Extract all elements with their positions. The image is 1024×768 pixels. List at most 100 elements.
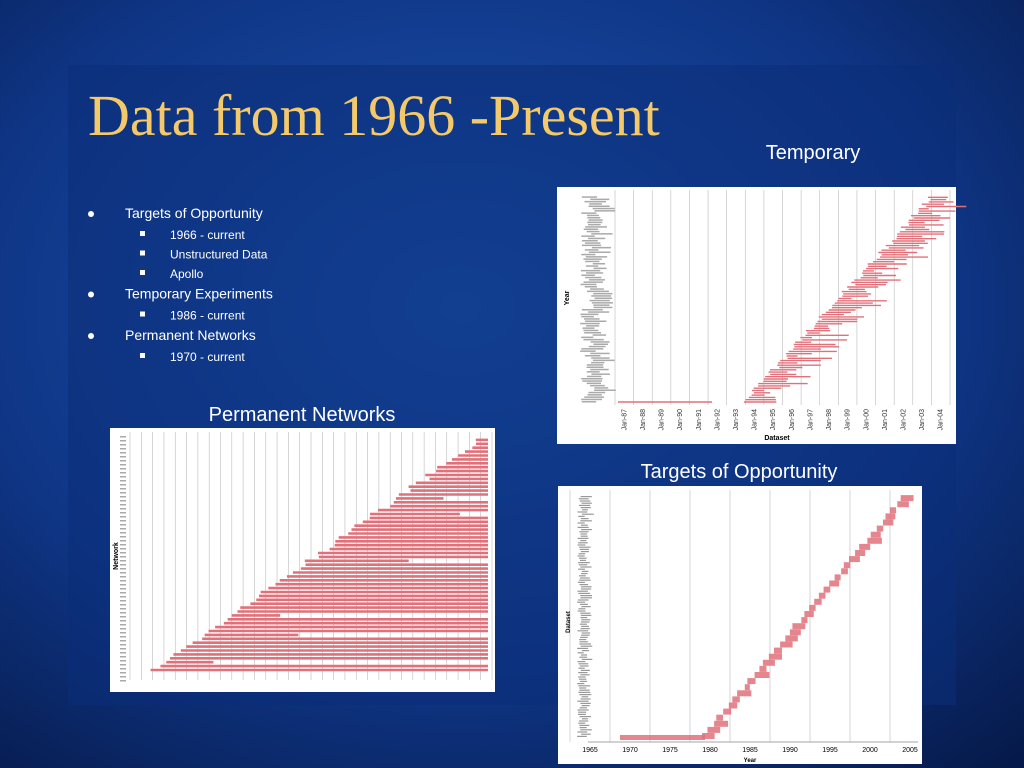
row-label-decoration xyxy=(120,440,126,442)
row-label-decoration xyxy=(585,242,601,244)
row-label-decoration xyxy=(581,586,592,588)
row-label-decoration xyxy=(580,535,588,537)
bar-decoration xyxy=(889,507,897,514)
bar-decoration xyxy=(876,525,884,532)
row-label-decoration xyxy=(577,581,585,583)
row-label-decoration xyxy=(579,716,591,718)
row-label-decoration xyxy=(577,522,585,524)
row-label-decoration xyxy=(589,299,610,302)
row-label-decoration xyxy=(120,452,126,454)
row-label-decoration xyxy=(120,480,126,482)
row-label-decoration xyxy=(590,352,610,355)
row-label-decoration xyxy=(588,219,603,221)
row-label-decoration xyxy=(591,361,605,364)
row-label-decoration xyxy=(591,233,613,235)
x-tick-label: Jan-04 xyxy=(938,409,945,431)
bar-decoration xyxy=(834,574,841,581)
row-label-decoration xyxy=(586,230,600,233)
figure-permanent xyxy=(110,428,495,692)
bar-decoration xyxy=(737,690,752,697)
row-label-decoration xyxy=(588,345,606,348)
row-label-decoration xyxy=(577,652,584,654)
row-label-decoration xyxy=(120,596,126,598)
row-label-decoration xyxy=(577,555,585,557)
row-label-decoration xyxy=(580,313,599,316)
row-label-decoration xyxy=(120,472,126,474)
bar-decoration xyxy=(732,696,740,703)
row-label-decoration xyxy=(593,304,610,306)
row-label-decoration xyxy=(120,676,126,678)
row-label-decoration xyxy=(120,536,126,538)
sub-bullet-mark xyxy=(140,353,145,358)
row-label-decoration xyxy=(584,318,600,320)
row-label-decoration xyxy=(578,663,589,665)
row-label-decoration xyxy=(120,616,126,618)
row-label-decoration xyxy=(581,705,590,707)
row-label-decoration xyxy=(581,634,590,636)
bar-decoration xyxy=(823,586,831,593)
row-label-decoration xyxy=(120,516,126,518)
row-label-decoration xyxy=(581,573,588,575)
x-tick-label: Jan-89 xyxy=(659,409,666,431)
row-label-decoration xyxy=(584,355,601,357)
x-tick-label: Jan-91 xyxy=(696,409,703,431)
bar-decoration xyxy=(754,672,770,678)
row-label-decoration xyxy=(578,676,586,678)
row-label-decoration xyxy=(579,584,589,586)
bar-decoration xyxy=(885,513,896,520)
row-label-decoration xyxy=(585,260,600,263)
row-label-decoration xyxy=(120,560,126,562)
row-label-decoration xyxy=(581,196,598,198)
row-label-decoration xyxy=(120,492,126,494)
row-label-decoration xyxy=(581,336,594,339)
row-label-decoration xyxy=(579,546,591,548)
sub-bullet-mark xyxy=(140,231,145,236)
row-label-decoration xyxy=(579,531,589,533)
row-label-decoration xyxy=(578,504,591,506)
row-label-decoration xyxy=(577,735,587,737)
row-label-decoration xyxy=(587,375,602,378)
row-label-decoration xyxy=(580,614,592,616)
row-label-decoration xyxy=(580,350,596,352)
row-label-decoration xyxy=(120,612,126,614)
row-label-decoration xyxy=(578,667,585,669)
row-label-decoration xyxy=(579,603,588,605)
row-label-decoration xyxy=(581,253,596,256)
row-label-decoration xyxy=(586,325,600,327)
row-label-decoration xyxy=(580,533,587,535)
row-label-decoration xyxy=(592,207,615,210)
x-tick-label: Jan-96 xyxy=(789,409,796,431)
bar-decoration xyxy=(829,580,840,587)
row-label-decoration xyxy=(587,237,606,240)
row-label-decoration xyxy=(120,636,126,638)
row-label-decoration xyxy=(581,509,588,511)
row-label-decoration xyxy=(581,401,597,403)
row-label-decoration xyxy=(120,624,126,626)
x-tick-label: Jan-98 xyxy=(826,409,833,431)
sub-bullet-mark xyxy=(140,311,145,317)
row-label-decoration xyxy=(581,632,591,634)
x-tick-label: Jan-02 xyxy=(900,409,907,431)
row-label-decoration xyxy=(581,274,595,276)
x-tick-label: Jan-03 xyxy=(919,409,926,431)
row-label-decoration xyxy=(581,235,595,237)
row-label-decoration xyxy=(581,606,591,608)
row-label-decoration xyxy=(584,286,597,288)
row-label-decoration xyxy=(592,359,615,362)
bar-decoration xyxy=(897,501,909,508)
row-label-decoration xyxy=(588,223,601,226)
x-tick-label: 1995 xyxy=(822,747,838,754)
row-label-decoration xyxy=(588,311,610,313)
row-label-decoration xyxy=(580,698,591,700)
row-label-decoration xyxy=(120,448,126,450)
row-label-decoration xyxy=(120,528,126,530)
bar-decoration xyxy=(768,653,783,660)
row-label-decoration xyxy=(591,246,611,249)
row-label-decoration xyxy=(577,511,588,513)
sub-bullet: Apollo xyxy=(170,267,204,281)
sub-bullet: 1966 - current xyxy=(170,228,245,242)
row-label-decoration xyxy=(120,576,126,578)
row-label-decoration xyxy=(120,488,126,490)
row-label-decoration xyxy=(577,700,589,702)
row-label-decoration xyxy=(580,520,592,522)
